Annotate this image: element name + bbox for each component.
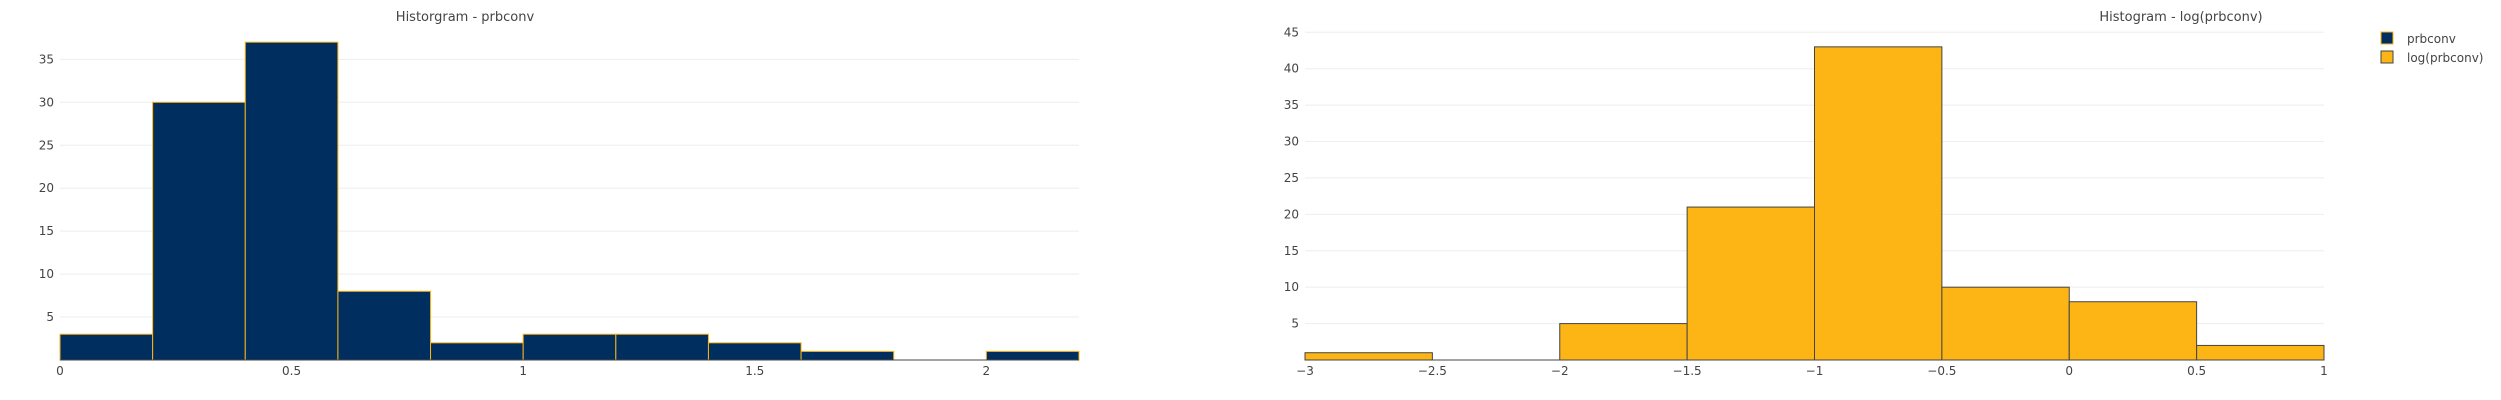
y-tick-label-5: 5 [1291,317,1299,331]
y-tick-label-25: 25 [1284,171,1299,185]
y-tick-label-20: 20 [1284,207,1299,221]
histogram-bar[interactable] [430,342,524,361]
bars-log-prbconv [1304,46,2325,361]
histogram-bar[interactable] [1941,286,2070,361]
legend-item-prbconv[interactable]: prbconv [2380,31,2456,46]
histogram-log-prbconv-chart: Histogram - log(prbconv) 510152025303540… [1284,10,2328,378]
x-tick-label-3: −3 [1296,364,1314,378]
x-tick-label-1: 1 [2320,364,2328,378]
histogram-bar[interactable] [2068,301,2198,361]
histogram-bar[interactable] [59,333,154,361]
y-tick-label-10: 10 [39,267,54,281]
x-tick-label-0: 0 [56,364,64,378]
legend[interactable]: prbconv log(prbconv) [2380,31,2483,65]
y-tick-label-25: 25 [39,138,54,152]
histogram-bar[interactable] [1559,323,1688,361]
histogram-bar[interactable] [615,333,709,361]
histogram-bar[interactable] [1814,46,1943,361]
histogram-bar[interactable] [244,41,339,361]
y-tick-label-20: 20 [39,181,54,195]
y-tick-label-35: 35 [1284,98,1299,112]
y-tick-label-15: 15 [1284,244,1299,258]
x-tick-label-2-5: −2.5 [1418,364,1447,378]
x-tick-label-2: −2 [1551,364,1569,378]
histogram-bar[interactable] [522,333,617,361]
x-tick-label-2: 2 [983,364,991,378]
bars-prbconv [59,41,1080,361]
y-tick-label-30: 30 [39,95,54,109]
y-tick-label-40: 40 [1284,62,1299,76]
legend-item-log-prbconv[interactable]: log(prbconv) [2380,50,2483,65]
y-tick-label-5: 5 [46,310,54,324]
x-tick-label-0-5: 0.5 [2187,364,2206,378]
chart-title-log-prbconv: Histogram - log(prbconv) [2099,10,2262,25]
histogram-bar[interactable] [1304,352,1433,361]
x-tick-label-1: −1 [1806,364,1824,378]
histogram-bar[interactable] [985,350,1080,361]
histogram-bar[interactable] [152,101,246,361]
legend-label-prbconv: prbconv [2407,32,2456,46]
y-tick-label-35: 35 [39,52,54,66]
y-tick-label-10: 10 [1284,280,1299,294]
y-tick-label-45: 45 [1284,25,1299,39]
x-tick-label-1: 1 [519,364,527,378]
histogram-bar[interactable] [800,350,895,361]
y-tick-label-15: 15 [39,224,54,238]
x-tick-label-0-5: 0.5 [282,364,301,378]
x-tick-label-1-5: −1.5 [1673,364,1702,378]
x-tick-label-0: 0 [2065,364,2073,378]
histogram-bar[interactable] [707,342,802,361]
histogram-bar[interactable] [1686,206,1815,361]
histogram-bar[interactable] [2196,344,2325,361]
legend-label-log-prbconv: log(prbconv) [2407,51,2483,65]
histogram-prbconv-chart: Historgram - prbconv 5 10 15 20 25 30 35 0 0.5 1 1… [39,10,1080,378]
x-tick-label-0-5: −0.5 [1927,364,1956,378]
legend-swatch-log-prbconv [2380,50,2394,64]
legend-swatch-prbconv [2380,31,2394,45]
histogram-bar[interactable] [337,290,432,361]
chart-title-prbconv: Historgram - prbconv [396,10,535,25]
x-tick-label-1-5: 1.5 [745,364,764,378]
y-tick-label-30: 30 [1284,135,1299,149]
